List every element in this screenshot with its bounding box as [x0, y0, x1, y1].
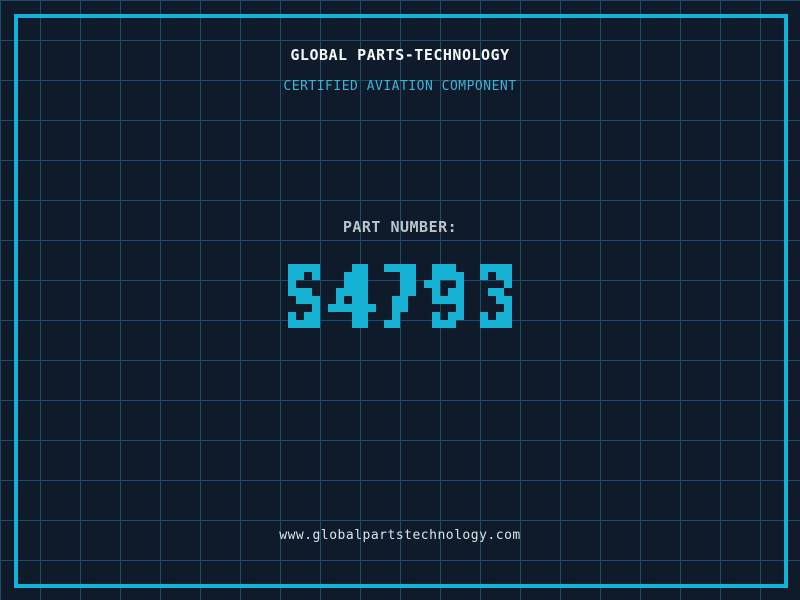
border-frame [14, 14, 788, 588]
website-url: www.globalpartstechnology.com [279, 528, 521, 543]
certification-subtitle: CERTIFIED AVIATION COMPONENT [283, 79, 517, 94]
part-number-label: PART NUMBER: [342, 218, 458, 236]
company-title: GLOBAL PARTS-TECHNOLOGY [290, 46, 510, 64]
part-number-pixel-text [288, 264, 512, 328]
part-number-display [0, 264, 800, 328]
